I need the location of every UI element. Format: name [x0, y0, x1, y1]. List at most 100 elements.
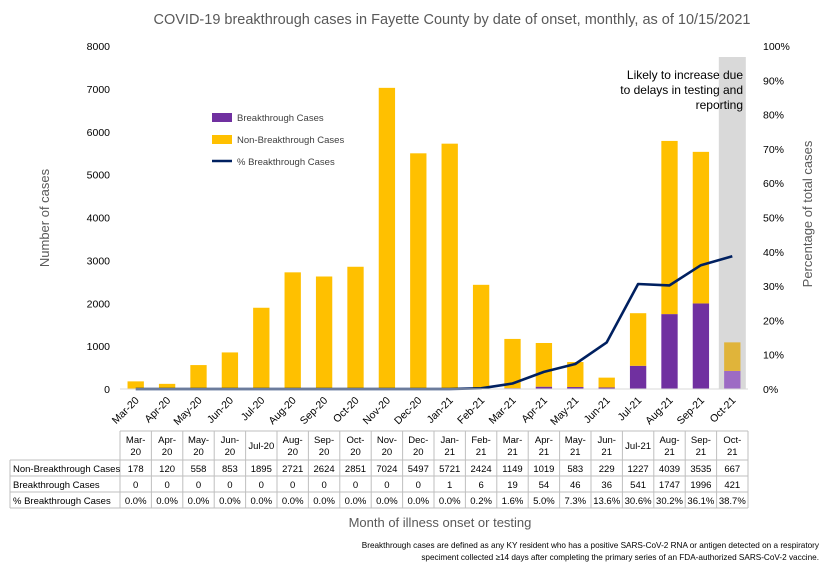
table-header-cell: 20	[382, 447, 393, 458]
table-row-label: Breakthrough Cases	[13, 480, 100, 491]
y2-tick-label: 0%	[763, 384, 778, 396]
bar-non-breakthrough	[535, 342, 553, 387]
y-tick-label: 7000	[87, 84, 111, 96]
table-cell: 30.6%	[625, 496, 652, 507]
y-tick-label: 4000	[87, 213, 111, 225]
table-cell: 421	[724, 480, 740, 491]
table-header-cell: 20	[225, 447, 236, 458]
x-axis-title: Month of illness onset or testing	[349, 515, 532, 530]
bar-breakthrough	[629, 365, 647, 389]
table-header-cell: 21	[696, 447, 707, 458]
y-tick-label: 5000	[87, 170, 111, 182]
table-cell: 1996	[690, 480, 711, 491]
table-cell: 1895	[251, 464, 272, 475]
table-cell: 5497	[408, 464, 429, 475]
table-cell: 1149	[502, 464, 522, 475]
x-tick-label: Oct-20	[331, 395, 362, 426]
table-header-cell: May-	[188, 435, 209, 446]
x-tick-label: Nov-20	[361, 395, 394, 428]
bar-non-breakthrough	[347, 266, 364, 389]
table-header-cell: 21	[601, 447, 612, 458]
table-cell: 19	[507, 480, 518, 491]
table-cell: 6	[478, 480, 483, 491]
table-cell: 0	[290, 480, 295, 491]
table-cell: 46	[570, 480, 581, 491]
table-cell: 36	[601, 480, 612, 491]
x-tick-label: Jun-21	[582, 395, 613, 426]
bar-non-breakthrough	[127, 381, 144, 389]
bar-non-breakthrough	[410, 153, 427, 389]
table-cell: 2851	[345, 464, 366, 475]
table-cell: 0.2%	[470, 496, 492, 507]
bar-breakthrough	[692, 303, 710, 389]
y2-tick-label: 40%	[763, 247, 784, 259]
table-cell: 0	[416, 480, 421, 491]
x-tick-label: Apr-21	[519, 395, 550, 426]
table-header-cell: Apr-	[535, 435, 553, 446]
table-cell: 13.6%	[593, 496, 620, 507]
table-header-cell: Mar-	[126, 435, 146, 446]
x-tick-label: Jan-21	[425, 395, 456, 426]
table-header-cell: Sep-	[691, 435, 711, 446]
legend-label-breakthrough: Breakthrough Cases	[237, 113, 324, 124]
table-header-cell: 21	[539, 447, 550, 458]
table-header-cell: Mar-	[503, 435, 523, 446]
bar-non-breakthrough	[692, 151, 710, 304]
table-cell: 0	[227, 480, 232, 491]
annotation-line: Likely to increase due	[627, 68, 743, 82]
bar-non-breakthrough	[253, 307, 270, 389]
y-axis-title: Number of cases	[37, 168, 52, 267]
bar-breakthrough	[724, 370, 741, 389]
table-cell: 1019	[533, 464, 554, 475]
table-cell: 583	[567, 464, 583, 475]
table-header-cell: Apr-	[158, 435, 176, 446]
table-header-cell: Aug-	[659, 435, 679, 446]
table-cell: 38.7%	[719, 496, 746, 507]
table-cell: 5.0%	[533, 496, 555, 507]
table-cell: 5721	[439, 464, 460, 475]
bar-non-breakthrough	[221, 352, 239, 389]
footnote-line-1: Breakthrough cases are defined as any KY…	[361, 541, 819, 550]
table-cell: 2624	[314, 464, 335, 475]
table-header-cell: 21	[444, 447, 455, 458]
x-tick-label: Jun-20	[205, 395, 236, 426]
table-header-cell: Sep-	[314, 435, 334, 446]
table-cell: 853	[222, 464, 238, 475]
annotation-line: to delays in testing and	[620, 83, 743, 97]
table-header-cell: Aug-	[283, 435, 303, 446]
table-cell: 7.3%	[564, 496, 586, 507]
y-tick-label: 8000	[87, 41, 111, 53]
table-header-cell: Feb-	[471, 435, 491, 446]
table-header-cell: Oct-	[723, 435, 741, 446]
y2-axis-title: Percentage of total cases	[800, 140, 815, 287]
bar-non-breakthrough	[598, 377, 615, 388]
bar-breakthrough	[567, 387, 584, 389]
y2-tick-label: 20%	[763, 315, 784, 327]
table-header-cell: Oct-	[347, 435, 365, 446]
table-header-cell: Jul-20	[248, 441, 274, 452]
y2-tick-label: 50%	[763, 213, 784, 225]
table-cell: 30.2%	[656, 496, 683, 507]
footnote: Breakthrough cases are defined as any KY…	[299, 540, 819, 564]
table-cell: 0	[384, 480, 389, 491]
table-header-cell: May-	[565, 435, 586, 446]
table-cell: 229	[599, 464, 615, 475]
x-tick-label: Mar-20	[110, 395, 142, 427]
y2-tick-label: 60%	[763, 178, 784, 190]
bar-breakthrough	[661, 314, 678, 389]
bar-non-breakthrough	[472, 284, 490, 389]
table-cell: 3535	[690, 464, 711, 475]
legend-swatch-breakthrough	[212, 113, 232, 122]
table-cell: 120	[159, 464, 175, 475]
bar-breakthrough	[535, 386, 553, 389]
table-header-cell: Jul-21	[625, 441, 651, 452]
y2-tick-label: 80%	[763, 110, 784, 122]
table-row-label: Non-Breakthrough Cases	[13, 464, 120, 475]
x-tick-label: Sep-21	[675, 395, 708, 428]
bar-non-breakthrough	[158, 383, 176, 389]
table-cell: 667	[724, 464, 740, 475]
table-cell: 0.0%	[125, 496, 147, 507]
y2-tick-label: 30%	[763, 281, 784, 293]
y2-tick-label: 90%	[763, 75, 784, 87]
